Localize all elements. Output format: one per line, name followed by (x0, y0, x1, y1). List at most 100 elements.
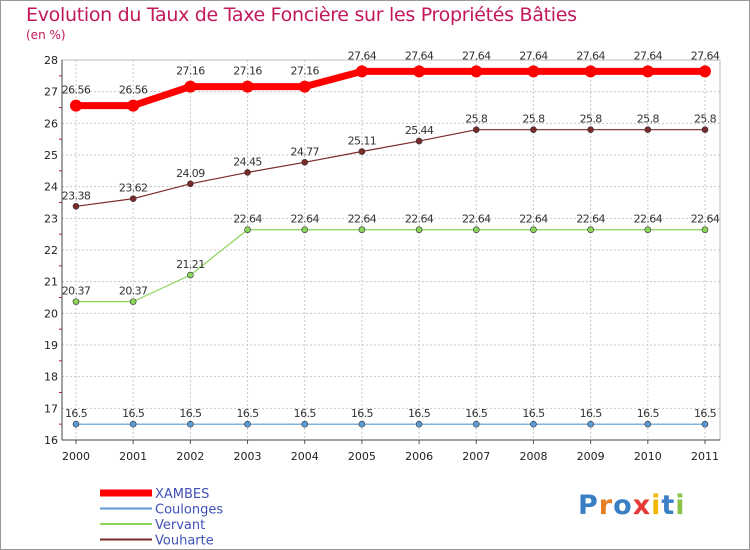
data-point-vervant (301, 226, 309, 234)
data-point-xambes (584, 65, 597, 78)
data-point-vouharte (701, 126, 709, 133)
data-label-vervant: 22.64 (691, 213, 720, 226)
y-tick-label: 16 (44, 434, 58, 447)
logo-letter: i (651, 490, 662, 521)
data-point-vouharte (644, 126, 652, 133)
x-tick-label: 2002 (176, 450, 204, 463)
data-label-vouharte: 25.8 (694, 113, 717, 126)
data-point-xambes (241, 80, 254, 93)
data-point-vervant (72, 298, 80, 305)
y-tick-label: 22 (44, 244, 58, 257)
data-label-vervant: 22.64 (634, 213, 663, 226)
data-point-coulonges (701, 420, 709, 428)
y-tick-label: 20 (44, 307, 58, 320)
y-tick-label: 21 (44, 276, 58, 289)
x-tick-label: 2008 (519, 450, 547, 463)
data-point-vervant (358, 226, 366, 234)
data-point-vervant (530, 226, 537, 234)
data-label-xambes: 27.16 (176, 65, 205, 78)
data-label-xambes: 27.64 (519, 49, 548, 62)
data-point-xambes (355, 65, 368, 78)
data-label-coulonges: 16.5 (122, 407, 145, 420)
data-point-coulonges (244, 420, 251, 428)
data-point-coulonges (358, 420, 366, 428)
data-point-coulonges (129, 420, 137, 428)
x-tick-label: 2004 (291, 450, 319, 463)
data-point-coulonges (587, 420, 594, 428)
x-tick-label: 2006 (405, 450, 433, 463)
legend-label-vervant: Vervant (155, 518, 205, 533)
data-point-xambes (527, 65, 540, 78)
data-point-xambes (127, 99, 140, 112)
chart-title: Evolution du Taux de Taxe Foncière sur l… (26, 4, 577, 26)
data-point-vervant (187, 271, 194, 279)
data-label-coulonges: 16.5 (351, 407, 374, 420)
data-labels: 16.5 16.5 16.5 16.5 16.5 16.5 16.5 16.5 16.5 16.5… (62, 49, 721, 420)
data-label-vervant: 22.64 (405, 213, 434, 226)
data-label-vervant: 22.64 (290, 213, 319, 226)
x-tick-label: 2001 (119, 450, 147, 463)
data-label-vouharte: 23.38 (62, 189, 91, 202)
data-label-vouharte: 24.45 (233, 155, 262, 168)
data-label-coulonges: 16.5 (694, 407, 717, 420)
x-tick-label: 2005 (348, 450, 376, 463)
data-point-vouharte (358, 148, 366, 155)
data-label-coulonges: 16.5 (580, 407, 603, 420)
data-point-xambes (298, 80, 311, 93)
data-point-vouharte (587, 126, 594, 133)
data-label-xambes: 26.56 (119, 84, 148, 97)
y-tick-label: 23 (44, 212, 58, 225)
data-point-xambes (70, 99, 82, 112)
data-label-coulonges: 16.5 (637, 407, 660, 420)
x-tick-label: 2011 (691, 450, 719, 463)
data-point-vervant (644, 226, 652, 234)
data-label-xambes: 26.56 (62, 84, 91, 97)
chart-subtitle: (en %) (26, 28, 66, 42)
logo-letter: i (675, 490, 686, 521)
proxiti-logo: Proxiti (578, 490, 686, 521)
data-label-vervant: 20.37 (119, 285, 148, 298)
series-line-xambes (76, 67, 705, 110)
data-point-vervant (129, 298, 137, 305)
data-label-vouharte: 24.77 (290, 145, 319, 158)
logo-letter: o (613, 490, 633, 521)
data-point-xambes (470, 65, 483, 78)
data-label-xambes: 27.64 (405, 49, 434, 62)
data-label-vervant: 21.21 (176, 258, 205, 271)
data-point-xambes (184, 80, 197, 93)
data-label-vervant: 22.64 (519, 213, 548, 226)
data-point-vouharte (301, 158, 309, 166)
data-label-xambes: 27.16 (233, 65, 262, 78)
data-point-coulonges (72, 420, 80, 428)
data-point-vervant (415, 226, 423, 234)
data-point-xambes (699, 65, 711, 78)
data-label-vouharte: 24.09 (176, 167, 205, 180)
data-point-coulonges (530, 420, 537, 428)
data-point-coulonges (301, 420, 309, 428)
legend-label-xambes: XAMBES (155, 487, 209, 502)
data-point-vouharte (72, 203, 80, 210)
data-label-xambes: 27.64 (576, 49, 605, 62)
x-tick-label: 2000 (62, 450, 90, 463)
data-label-vouharte: 25.44 (405, 124, 434, 137)
logo-letter: x (632, 490, 652, 521)
axes: 16 17 18 19 20 21 22 23 24 25 26 27 28 2000 2001 2002 20… (44, 54, 721, 463)
data-point-vouharte (129, 195, 137, 202)
data-point-coulonges (472, 420, 480, 428)
series-line-vervant (76, 229, 705, 303)
data-label-vouharte: 25.8 (465, 113, 488, 126)
legend-label-vouharte: Vouharte (155, 534, 214, 549)
data-point-coulonges (415, 420, 423, 428)
data-label-vouharte: 25.8 (522, 113, 545, 126)
data-label-vervant: 22.64 (233, 213, 262, 226)
x-tick-label: 2010 (634, 450, 662, 463)
y-tick-label: 24 (44, 181, 58, 194)
x-tick-label: 2009 (577, 450, 605, 463)
data-label-vouharte: 25.8 (580, 113, 603, 126)
data-label-xambes: 27.64 (348, 49, 377, 62)
x-tick-label: 2003 (234, 450, 262, 463)
logo-letter: r (598, 490, 614, 521)
data-point-vervant (472, 226, 480, 234)
data-point-coulonges (187, 420, 194, 428)
y-tick-label: 25 (44, 149, 58, 162)
